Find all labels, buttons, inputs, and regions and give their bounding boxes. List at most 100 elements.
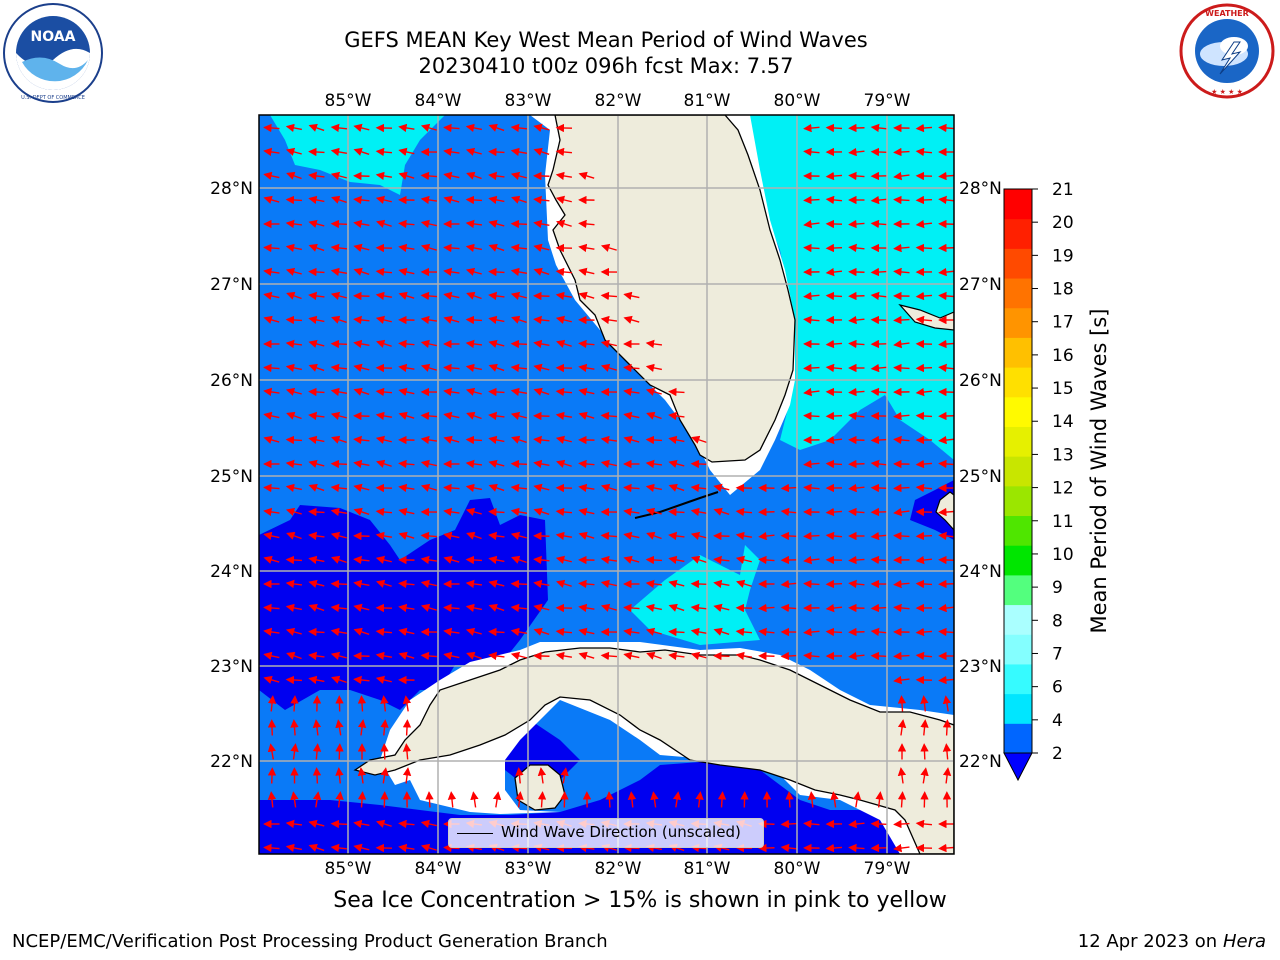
wave-arrow [758,603,775,613]
wave-arrow [308,627,325,637]
wave-arrow [353,579,370,589]
wave-arrow [308,315,325,325]
wave-arrow [330,243,348,253]
wave-arrow [645,555,663,565]
wave-arrow [870,627,888,637]
wave-arrow [330,843,348,853]
wave-arrow [510,459,528,469]
wave-arrow [825,531,843,541]
wave-arrow [353,627,370,636]
wave-arrow [488,483,505,492]
wave-arrow [375,531,393,541]
wave-arrow [285,819,303,829]
wave-arrow [600,411,618,421]
wave-arrow [533,315,550,325]
wave-arrow [915,651,933,661]
wave-arrow [623,483,640,493]
wave-arrow [915,363,933,373]
wave-arrow [713,555,730,565]
wave-arrow [870,315,888,325]
wave-arrow [623,411,640,421]
wave-arrow [758,627,775,637]
colorbar-tick-label: 13 [1052,445,1074,465]
wave-arrow [713,579,730,589]
wave-arrow [420,819,437,828]
wave-arrow [312,743,322,760]
wave-arrow [897,767,907,784]
wave-arrow [897,719,907,736]
wave-arrow [893,651,910,661]
wave-arrow [376,459,392,468]
lon-label-bottom: 85°W [325,859,372,879]
wave-arrow [263,555,280,564]
wave-arrow [312,767,322,784]
wave-arrow [780,843,798,853]
wave-arrow [488,459,505,468]
wave-arrow [803,531,820,541]
wave-arrow [938,195,954,205]
wave-arrow [420,291,438,301]
wave-arrow [915,123,933,133]
wave-arrow [308,579,325,588]
wave-arrow [780,603,798,613]
wave-arrow [398,507,415,516]
wave-arrow [915,195,933,205]
period-below-2-area [910,480,954,540]
wave-arrow [443,171,460,181]
lat-label-left: 26°N [210,371,253,391]
wave-arrow [511,435,527,444]
wave-arrow [825,123,843,133]
wave-arrow [510,147,528,157]
wave-arrow [600,339,617,348]
wave-arrow [375,555,392,564]
wave-arrow [803,219,820,229]
wave-arrow [825,291,843,301]
wave-arrow [263,195,280,204]
wave-arrow [353,531,370,541]
wave-arrow [402,767,412,784]
wave-arrow [537,791,547,808]
wave-arrow [510,483,528,493]
wave-arrow [852,791,862,808]
wave-arrow [870,555,888,565]
wave-arrow [353,435,370,445]
wave-arrow [375,651,393,661]
wave-arrow [713,603,730,612]
wave-arrow [645,435,663,445]
wave-arrow [825,843,843,853]
wave-arrow [511,315,527,324]
wave-arrow [357,695,367,712]
wave-arrow [285,675,303,685]
wave-arrow [556,339,572,348]
wave-arrow [825,363,843,373]
colorbar-band [1004,189,1032,220]
wave-arrow [803,291,820,301]
colorbar: 21 20 19 18 17 16 15 14 13 12 11 10 9 8 7 6 4 2 Mean Peri… [1003,180,1111,782]
wave-arrow [330,651,347,660]
wave-arrow [803,123,820,133]
wave-arrow [353,651,370,661]
wave-arrow [893,171,910,181]
wave-arrow [308,339,325,348]
wave-arrow [510,387,528,397]
wave-arrow [398,363,415,373]
wave-arrow [286,291,302,300]
wave-arrow [510,627,528,637]
wave-arrow [285,387,302,396]
wave-arrow [510,123,528,133]
wave-arrow [511,195,527,204]
wave-arrow [533,339,550,349]
wave-arrow [420,579,437,588]
wave-arrow [623,315,640,324]
wave-arrow [780,483,798,493]
wave-arrow [555,555,572,564]
wave-arrow [533,411,550,421]
lat-label-left: 23°N [210,657,253,677]
wave-arrow [893,507,910,517]
wave-arrow [915,531,933,541]
wave-arrow [623,387,640,397]
wave-arrow [465,459,483,469]
wave-arrow [848,507,865,517]
period-below-2-area [259,762,954,854]
wave-arrow [510,243,528,253]
